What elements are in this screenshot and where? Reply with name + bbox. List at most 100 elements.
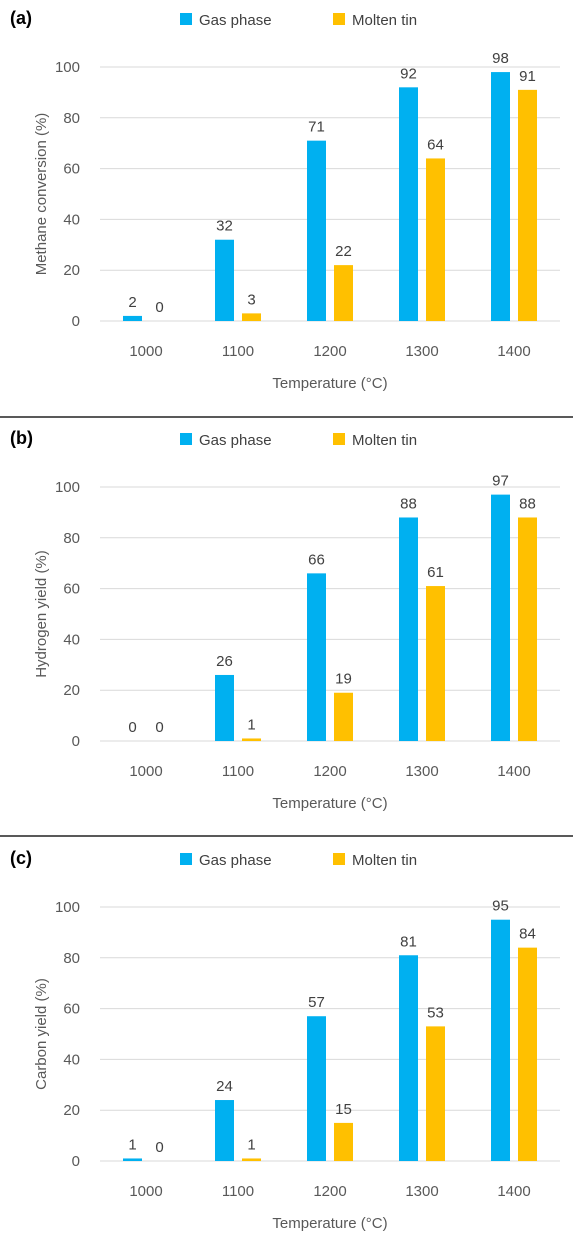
x-axis-title: Temperature (°C) (272, 795, 387, 812)
bar-molten-tin (242, 1158, 261, 1161)
panel-label-b: (b) (10, 428, 33, 448)
x-tick-label: 1200 (313, 1183, 346, 1200)
data-label: 53 (427, 1004, 444, 1021)
x-tick-label: 1100 (222, 343, 254, 360)
data-label: 24 (216, 1078, 233, 1095)
bar-molten-tin (518, 947, 537, 1161)
bar-gas-phase (307, 1016, 326, 1161)
y-tick-label: 40 (63, 211, 80, 228)
bar-molten-tin (334, 1122, 353, 1161)
y-tick-label: 40 (63, 631, 80, 648)
data-label: 0 (128, 719, 136, 736)
data-label: 0 (155, 1139, 163, 1156)
y-tick-label: 20 (63, 682, 80, 699)
data-label: 95 (492, 898, 509, 915)
x-tick-label: 1200 (313, 343, 346, 360)
bar-gas-phase (215, 239, 234, 321)
x-tick-label: 1100 (222, 763, 254, 780)
chart-panel-b: (b) Gas phase Molten tin 0 20 40 60 80 100 0 0 1000… (0, 420, 573, 830)
legend-swatch-gas-phase (180, 13, 192, 25)
y-tick-label: 40 (63, 1051, 80, 1068)
bar-gas-phase (399, 87, 418, 321)
data-label: 26 (216, 653, 233, 670)
x-tick-label: 1000 (129, 763, 162, 780)
chart-panel-c: (c) Gas phase Molten tin 0 20 40 60 80 100 1 0 1000… (0, 840, 573, 1250)
bar-molten-tin (334, 692, 353, 741)
data-label: 15 (335, 1101, 352, 1118)
data-label: 19 (335, 671, 352, 688)
data-label: 81 (400, 933, 417, 950)
data-label: 32 (216, 218, 233, 235)
y-tick-label: 0 (72, 313, 80, 330)
bar-molten-tin (334, 265, 353, 321)
data-label: 1 (247, 716, 255, 733)
chart-panel-a: (a) Gas phase Molten tin 0 20 40 60 80 100 2 0 1000… (0, 0, 573, 410)
bar-gas-phase (123, 1158, 142, 1161)
bar-gas-phase (307, 573, 326, 741)
panel-label-c: (c) (10, 848, 32, 868)
bar-molten-tin (242, 738, 261, 741)
data-label: 1 (247, 1136, 255, 1153)
legend-label-molten-tin: Molten tin (352, 12, 417, 29)
bar-gas-phase (215, 1100, 234, 1161)
x-tick-label: 1300 (405, 1183, 438, 1200)
x-axis-title: Temperature (°C) (272, 1215, 387, 1232)
data-label: 97 (492, 473, 509, 490)
x-tick-label: 1000 (129, 343, 162, 360)
y-tick-label: 60 (63, 581, 80, 598)
data-label: 88 (400, 495, 417, 512)
bar-gas-phase (307, 140, 326, 321)
bar-gas-phase (215, 674, 234, 741)
y-tick-label: 100 (55, 479, 80, 496)
bar-gas-phase (399, 955, 418, 1161)
y-tick-label: 100 (55, 899, 80, 916)
y-tick-label: 100 (55, 59, 80, 76)
panel-label-a: (a) (10, 8, 32, 28)
legend-swatch-gas-phase (180, 853, 192, 865)
data-label: 57 (308, 994, 325, 1011)
legend-label-gas-phase: Gas phase (199, 852, 272, 869)
y-tick-label: 60 (63, 161, 80, 178)
data-label: 3 (247, 291, 255, 308)
y-tick-label: 20 (63, 262, 80, 279)
legend-swatch-molten-tin (333, 433, 345, 445)
legend-label-gas-phase: Gas phase (199, 12, 272, 29)
y-axis-title: Methane conversion (%) (33, 113, 50, 276)
x-tick-label: 1300 (405, 343, 438, 360)
data-label: 1 (128, 1136, 136, 1153)
x-tick-label: 1100 (222, 1183, 254, 1200)
bar-molten-tin (518, 517, 537, 741)
x-axis-title: Temperature (°C) (272, 375, 387, 392)
bar-molten-tin (426, 1026, 445, 1161)
x-tick-label: 1400 (497, 1183, 530, 1200)
legend-swatch-molten-tin (333, 13, 345, 25)
data-label: 22 (335, 243, 352, 260)
legend-label-molten-tin: Molten tin (352, 852, 417, 869)
y-tick-label: 0 (72, 1153, 80, 1170)
bar-molten-tin (426, 586, 445, 741)
y-tick-label: 60 (63, 1001, 80, 1018)
x-tick-label: 1000 (129, 1183, 162, 1200)
y-tick-label: 80 (63, 950, 80, 967)
data-label: 88 (519, 495, 536, 512)
y-axis-title: Carbon yield (%) (33, 978, 50, 1090)
y-tick-label: 80 (63, 530, 80, 547)
data-label: 66 (308, 551, 325, 568)
data-label: 71 (308, 119, 325, 136)
bar-gas-phase (491, 494, 510, 741)
legend-swatch-gas-phase (180, 433, 192, 445)
data-label: 84 (519, 926, 536, 943)
bar-gas-phase (491, 72, 510, 321)
x-tick-label: 1200 (313, 763, 346, 780)
chart-c-svg: (c) Gas phase Molten tin 0 20 40 60 80 100 1 0 1000… (10, 848, 560, 1232)
panel-divider (0, 835, 573, 837)
y-tick-label: 0 (72, 733, 80, 750)
data-label: 0 (155, 719, 163, 736)
bar-molten-tin (426, 158, 445, 321)
bar-gas-phase (123, 315, 142, 321)
legend-label-molten-tin: Molten tin (352, 432, 417, 449)
legend-label-gas-phase: Gas phase (199, 432, 272, 449)
data-label: 0 (155, 299, 163, 316)
